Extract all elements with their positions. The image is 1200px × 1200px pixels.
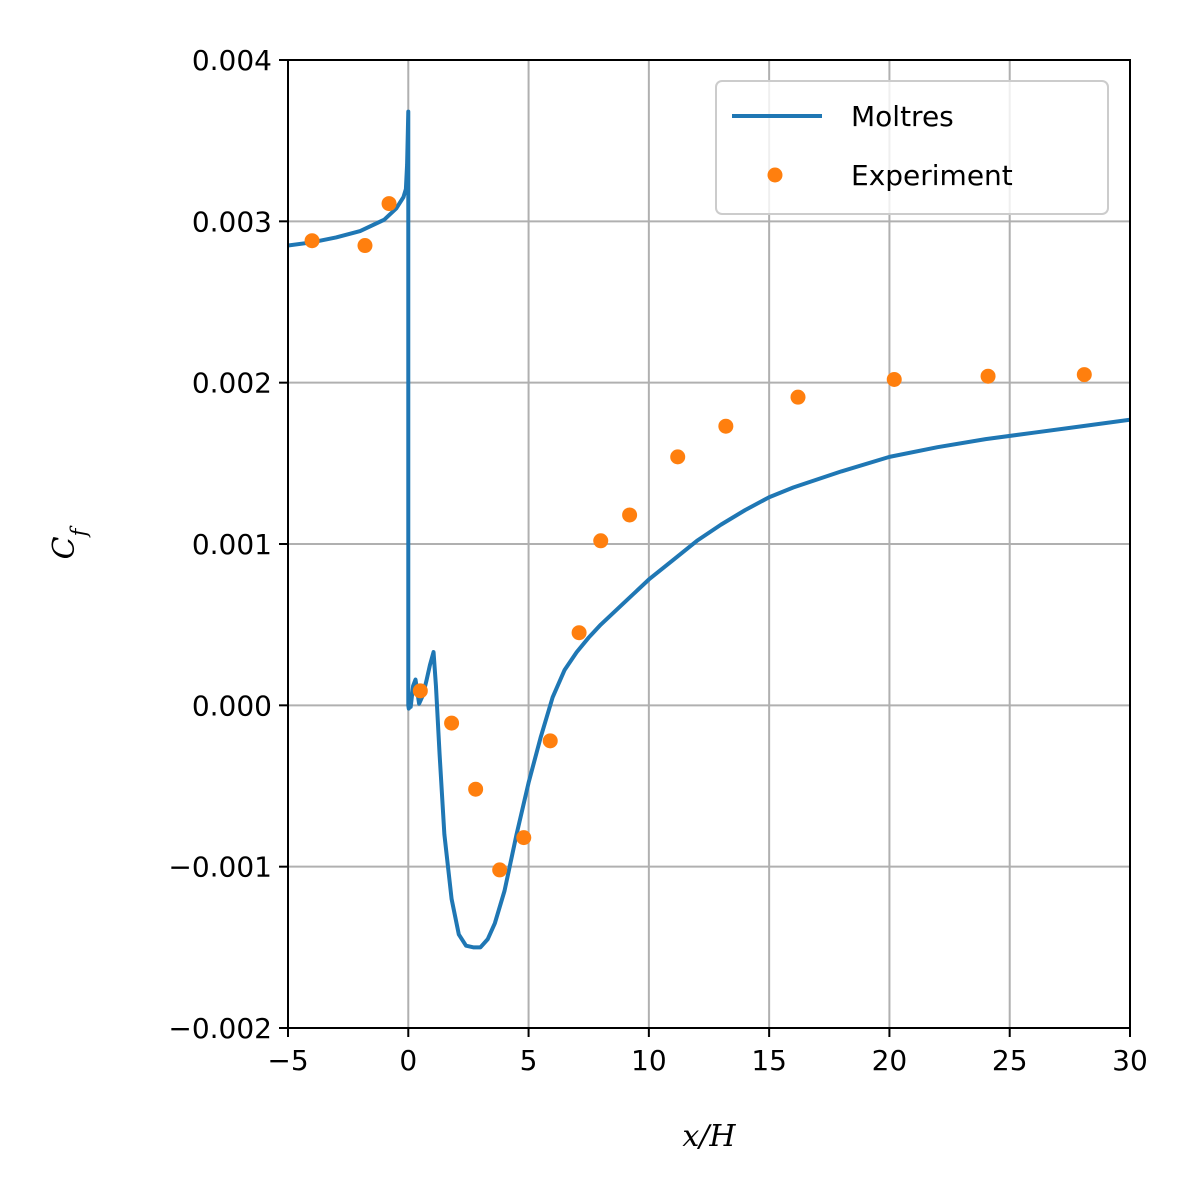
legend: Moltres Experiment	[715, 80, 1109, 215]
data-point-experiment	[412, 683, 428, 699]
data-point-experiment	[593, 533, 609, 549]
y-tick-label: 0.003	[192, 205, 272, 238]
axis-ticks: −5 0 5 10 15 20 25 30 −0.002 −0.001 0.000 0.001 0.00…	[168, 44, 1147, 1077]
x-axis-label: x/H	[682, 1119, 736, 1154]
data-point-experiment	[622, 507, 638, 523]
x-tick-label: 25	[992, 1044, 1028, 1077]
x-tick-label: 5	[520, 1044, 538, 1077]
data-point-experiment	[492, 862, 508, 878]
legend-label-experiment: Experiment	[851, 159, 1013, 192]
x-tick-label: 0	[399, 1044, 417, 1077]
data-point-experiment	[718, 418, 734, 434]
data-point-experiment	[886, 371, 902, 387]
y-tick-label: −0.001	[168, 851, 272, 884]
y-tick-label: 0.002	[192, 367, 272, 400]
data-point-experiment	[542, 733, 558, 749]
y-tick-label: 0.001	[192, 528, 272, 561]
series-line-moltres	[288, 109, 1130, 950]
x-tick-label: 20	[872, 1044, 908, 1077]
y-tick-label: 0.000	[192, 689, 272, 722]
x-tick-label: 15	[751, 1044, 787, 1077]
data-point-experiment	[357, 238, 373, 254]
data-point-experiment	[444, 715, 460, 731]
data-point-experiment	[790, 389, 806, 405]
x-tick-label: 30	[1112, 1044, 1148, 1077]
data-point-experiment	[571, 625, 587, 641]
y-tick-label: 0.004	[192, 44, 272, 77]
y-tick-label: −0.002	[168, 1012, 272, 1045]
data-point-experiment	[670, 449, 686, 465]
data-point-experiment	[304, 233, 320, 249]
data-point-experiment	[468, 781, 484, 797]
data-point-experiment	[516, 830, 532, 846]
data-point-experiment	[980, 368, 996, 384]
legend-label-moltres: Moltres	[851, 100, 954, 133]
data-point-experiment	[1076, 367, 1092, 383]
x-tick-label: −5	[267, 1044, 308, 1077]
legend-swatch-experiment	[767, 167, 783, 183]
data-point-experiment	[381, 196, 397, 212]
plot-area	[288, 109, 1130, 950]
x-tick-label: 10	[631, 1044, 667, 1077]
